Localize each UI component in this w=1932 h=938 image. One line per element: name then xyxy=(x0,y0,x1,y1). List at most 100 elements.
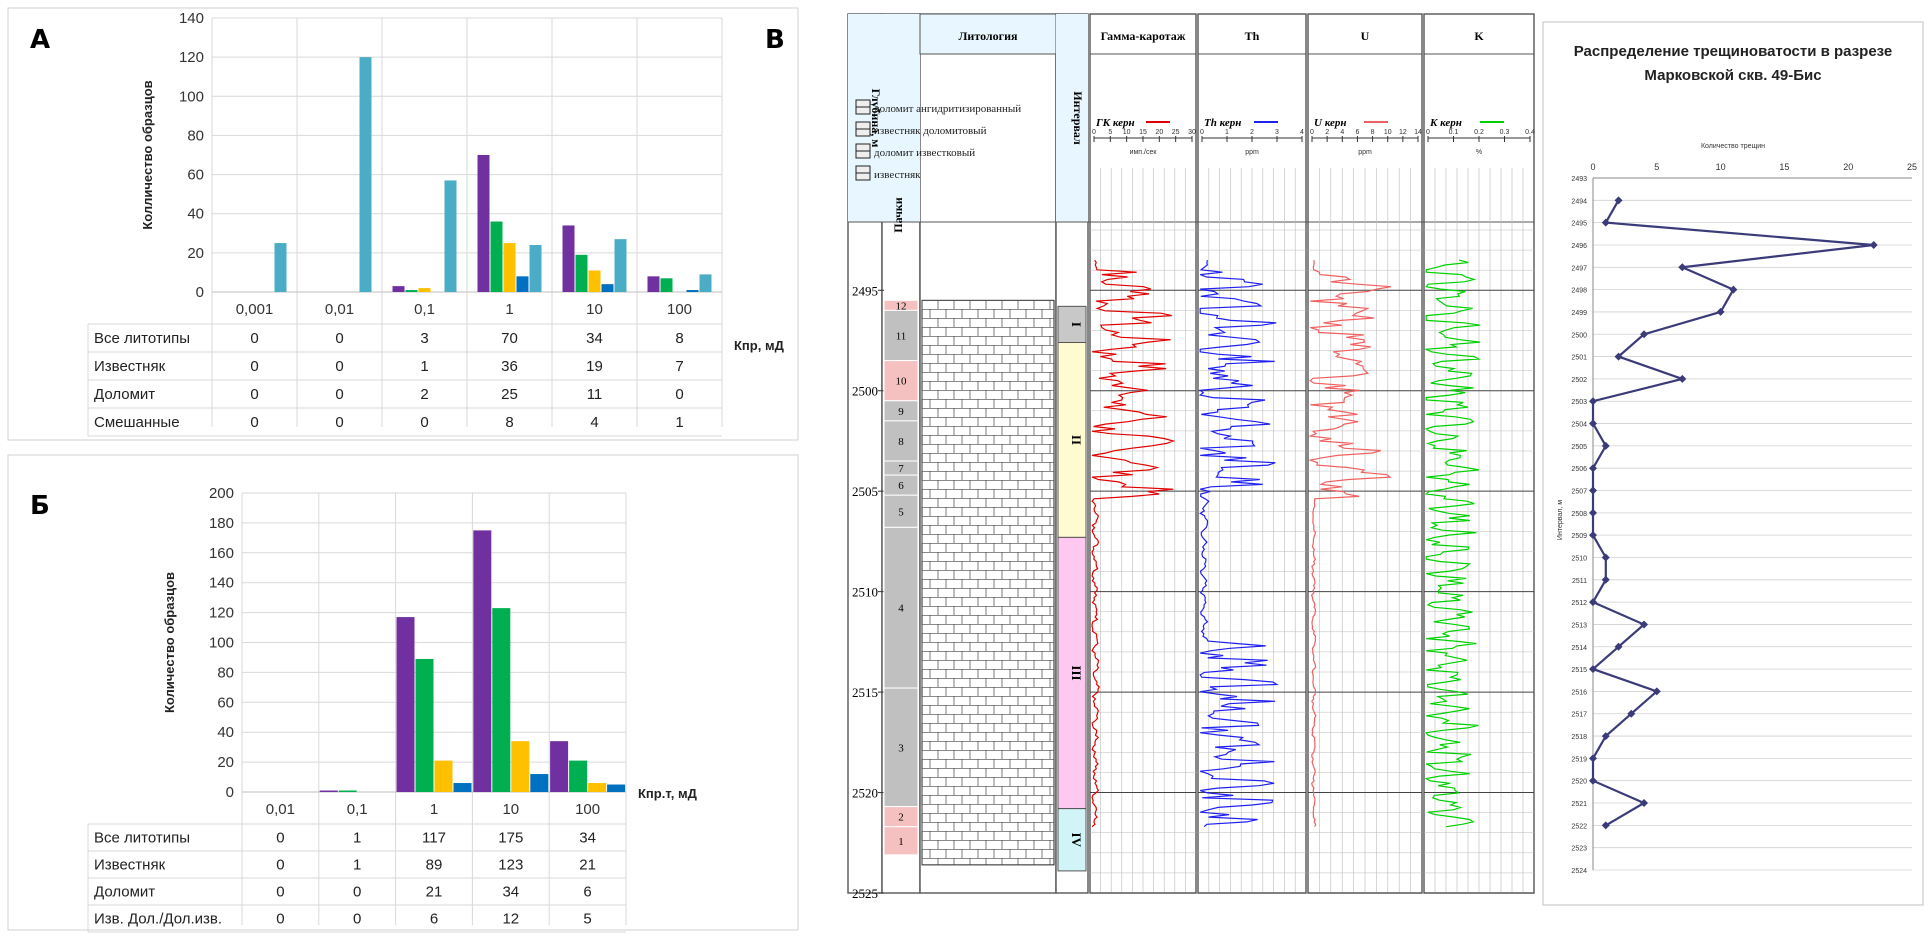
fracture-y-tick-label: 2504 xyxy=(1571,422,1587,429)
pack-header: Пачки xyxy=(891,197,905,233)
x-tick-label: 1 xyxy=(430,801,438,818)
track-scale-label: 0 xyxy=(1092,129,1096,136)
fracture-y-tick-label: 2505 xyxy=(1571,444,1587,451)
bar xyxy=(434,760,453,792)
track-scale-label: 2 xyxy=(1325,129,1329,136)
pack-label: 9 xyxy=(898,406,904,418)
lith-header-bg xyxy=(919,13,1057,55)
panel-b: Б Количество образцов Кпр.т, мД 02040608… xyxy=(7,454,799,933)
track-header: U xyxy=(1361,29,1370,43)
track-scale-label: 0 xyxy=(1310,129,1314,136)
track-scale-label: 0.1 xyxy=(1449,129,1459,136)
bar xyxy=(396,617,415,792)
interval-cell xyxy=(1057,536,1087,810)
track-scale-label: 0.4 xyxy=(1525,129,1535,136)
fracture-point xyxy=(1601,441,1610,450)
bar xyxy=(530,774,549,792)
bar xyxy=(415,658,434,792)
bar xyxy=(418,288,431,292)
fracture-point xyxy=(1589,464,1597,473)
fracture-y-tick-label: 2498 xyxy=(1571,288,1587,295)
table-cell: 1 xyxy=(353,829,361,846)
fracture-point xyxy=(1601,575,1610,584)
chart-b-y-axis-label: Количество образцов xyxy=(162,572,177,713)
fracture-point xyxy=(1601,553,1610,562)
fracture-point xyxy=(1640,330,1649,339)
table-row-label: Все литотипы xyxy=(94,330,190,347)
y-tick-label: 80 xyxy=(187,127,204,144)
bar xyxy=(516,276,529,292)
track-unit: ppm xyxy=(1245,149,1259,156)
bar xyxy=(444,180,457,292)
bar xyxy=(392,286,405,292)
fracture-y-tick-label: 2519 xyxy=(1571,756,1587,763)
table-cell: 0 xyxy=(250,330,258,347)
table-cell: 117 xyxy=(422,829,446,846)
table-row-label: Все литотипы xyxy=(94,829,190,846)
fracture-point xyxy=(1614,352,1623,361)
table-cell: 123 xyxy=(498,856,523,873)
panel-b-letter: Б xyxy=(30,491,50,521)
bar xyxy=(490,221,503,292)
pack-cell xyxy=(883,494,919,528)
y-tick-label: 160 xyxy=(209,545,234,562)
table-cell: 8 xyxy=(675,330,683,347)
x-tick-label: 0,01 xyxy=(266,801,295,818)
bar xyxy=(319,790,338,792)
fracture-x-tick-label: 10 xyxy=(1716,162,1726,172)
track-scale-label: 5 xyxy=(1108,129,1112,136)
bar xyxy=(686,290,699,292)
bar xyxy=(699,274,712,292)
track-scale-label: 20 xyxy=(1155,129,1163,136)
pack-label: 11 xyxy=(896,330,907,342)
table-cell: 6 xyxy=(430,910,438,927)
depth-tick-label: 2525 xyxy=(852,886,878,901)
track-unit: ppm xyxy=(1358,149,1372,156)
panel-b-frame xyxy=(7,454,799,931)
table-cell: 0 xyxy=(353,883,361,900)
pack-cell xyxy=(883,420,919,462)
bar xyxy=(453,783,472,792)
bar xyxy=(607,784,626,792)
track-curve xyxy=(1091,259,1176,828)
fracture-point xyxy=(1589,486,1597,495)
fracture-point xyxy=(1589,531,1597,540)
table-cell: 70 xyxy=(501,330,518,347)
panel-a-letter: А xyxy=(30,25,50,55)
bar xyxy=(511,741,530,792)
table-cell: 8 xyxy=(505,414,513,431)
fracture-y-tick-label: 2503 xyxy=(1571,399,1587,406)
lith-legend-label: известняк xyxy=(874,169,921,181)
table-row-label: Смешанные xyxy=(94,414,180,431)
track-curve xyxy=(1198,259,1279,828)
bar xyxy=(338,790,357,792)
pack-label: 6 xyxy=(898,480,904,492)
y-tick-label: 140 xyxy=(179,10,204,27)
track-scale-label: 25 xyxy=(1172,129,1180,136)
table-cell: 0 xyxy=(276,829,284,846)
fracture-y-tick-label: 2507 xyxy=(1571,489,1587,496)
bar xyxy=(529,245,542,292)
fracture-y-tick-label: 2522 xyxy=(1571,823,1587,830)
table-cell: 0 xyxy=(675,386,683,403)
fracture-point xyxy=(1589,508,1597,517)
depth-tick-label: 2510 xyxy=(852,585,878,600)
fracture-y-tick-label: 2495 xyxy=(1571,221,1587,228)
bar xyxy=(359,57,372,293)
x-tick-label: 100 xyxy=(575,801,600,818)
bar xyxy=(492,608,511,792)
y-tick-label: 0 xyxy=(196,284,204,301)
table-cell: 0 xyxy=(353,910,361,927)
fracture-y-tick-label: 2515 xyxy=(1571,667,1587,674)
fracture-x-tick-label: 15 xyxy=(1779,162,1789,172)
table-cell: 7 xyxy=(675,358,683,375)
track-scale-label: 12 xyxy=(1399,129,1407,136)
fracture-point xyxy=(1589,776,1597,785)
fracture-y-tick-label: 2513 xyxy=(1571,622,1587,629)
panel-well-log: В Литология Глубина, м Пачки Интервал доломи… xyxy=(765,13,1535,901)
fracture-y-tick-label: 2497 xyxy=(1571,265,1587,272)
y-tick-label: 180 xyxy=(209,515,234,532)
chart-a-y-axis-label: Колличество образцов xyxy=(140,80,155,229)
bar xyxy=(477,155,490,292)
fracture-point xyxy=(1627,709,1636,718)
